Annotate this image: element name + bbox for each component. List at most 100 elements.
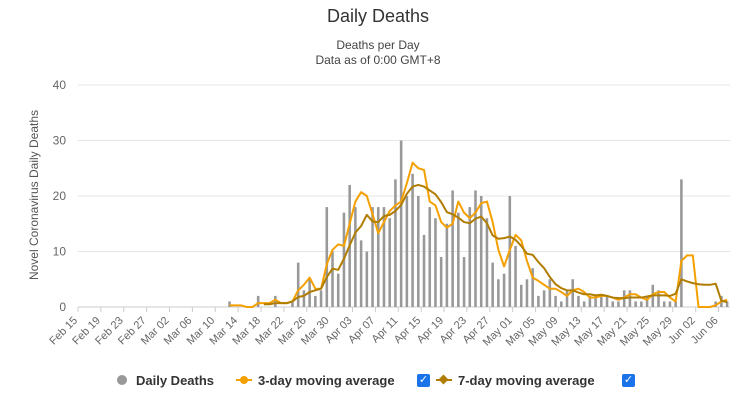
- bar-daily-deaths: [468, 207, 472, 307]
- bar-daily-deaths: [548, 279, 552, 307]
- chart-legend: Daily Deaths 3-day moving average ✓ 7-da…: [0, 368, 755, 392]
- bar-daily-deaths: [537, 295, 540, 307]
- line-series-3-day-average: [229, 161, 728, 308]
- bar-daily-deaths: [657, 290, 660, 307]
- bar-daily-deaths: [600, 295, 603, 307]
- bar-daily-deaths: [228, 301, 231, 307]
- bar-daily-deaths: [617, 301, 620, 307]
- bar-daily-deaths: [331, 251, 334, 307]
- legend-item-3-day-average[interactable]: 3-day moving average: [236, 368, 395, 392]
- bar-daily-deaths: [314, 295, 317, 307]
- bar-daily-deaths: [382, 207, 386, 307]
- bar-daily-deaths: [457, 212, 460, 307]
- bar-daily-deaths: [388, 218, 391, 307]
- bar-daily-deaths: [417, 196, 420, 307]
- legend-marker-diamond-icon: [436, 374, 452, 386]
- bar-daily-deaths: [531, 268, 534, 307]
- bar-daily-deaths: [371, 207, 374, 307]
- bar-daily-deaths: [577, 295, 580, 307]
- bar-daily-deaths: [497, 279, 500, 307]
- bar-daily-deaths: [411, 173, 414, 307]
- bar-daily-deaths: [359, 240, 363, 307]
- legend-item-7-day-average[interactable]: 7-day moving average: [436, 368, 595, 392]
- y-tick-label: 10: [53, 245, 67, 259]
- bar-daily-deaths: [376, 207, 380, 307]
- bar-daily-deaths: [674, 301, 677, 307]
- bar-daily-deaths: [405, 196, 409, 307]
- bar-daily-deaths: [491, 262, 494, 307]
- bar-daily-deaths: [628, 290, 632, 307]
- legend-label-daily-deaths: Daily Deaths: [136, 372, 215, 388]
- bar-daily-deaths: [474, 190, 477, 307]
- line-3-day-moving-average: [229, 161, 728, 308]
- legend-label-7-day-average: 7-day moving average: [458, 372, 595, 388]
- bar-daily-deaths: [680, 179, 683, 307]
- bar-daily-deaths: [525, 279, 529, 307]
- bar-daily-deaths: [605, 295, 609, 307]
- chart-subtitle: Deaths per Day: [336, 38, 419, 52]
- bar-daily-deaths: [336, 273, 340, 307]
- bar-daily-deaths: [462, 257, 466, 307]
- bar-daily-deaths: [434, 218, 437, 307]
- y-axis-label: Novel Coronavirus Daily Deaths: [27, 110, 41, 280]
- line-7-day-moving-average: [263, 183, 728, 306]
- legend-label-3-day-average: 3-day moving average: [258, 372, 395, 388]
- bar-daily-deaths: [559, 301, 563, 307]
- bar-daily-deaths: [519, 284, 523, 307]
- checkmark-icon: ✓: [418, 374, 429, 386]
- bar-series-daily-deaths: [228, 140, 729, 307]
- legend-item-daily-deaths[interactable]: Daily Deaths: [114, 368, 214, 392]
- bar-daily-deaths: [634, 301, 637, 307]
- bar-daily-deaths: [565, 290, 569, 307]
- bar-daily-deaths: [571, 279, 575, 307]
- line-series-7-day-average: [263, 183, 728, 306]
- bar-daily-deaths: [319, 290, 323, 307]
- bar-daily-deaths: [611, 301, 615, 307]
- bar-daily-deaths: [445, 223, 449, 307]
- toggle-3-day-average-checkbox[interactable]: ✓: [417, 374, 430, 387]
- legend-marker-circle-icon: [114, 374, 130, 386]
- bar-daily-deaths: [394, 179, 397, 307]
- bar-daily-deaths: [554, 295, 557, 307]
- bar-daily-deaths: [439, 257, 443, 307]
- bar-daily-deaths: [662, 301, 666, 307]
- bar-daily-deaths: [325, 207, 329, 307]
- bar-daily-deaths: [725, 301, 729, 307]
- bar-daily-deaths: [354, 207, 357, 307]
- bar-daily-deaths: [668, 301, 672, 307]
- checkmark-icon: ✓: [623, 374, 634, 386]
- bar-daily-deaths: [296, 262, 300, 307]
- toggle-7-day-average-checkbox[interactable]: ✓: [622, 374, 635, 387]
- bar-daily-deaths: [514, 245, 517, 307]
- bar-daily-deaths: [256, 295, 260, 307]
- bar-daily-deaths: [451, 190, 454, 307]
- bar-daily-deaths: [428, 207, 432, 307]
- y-tick-label: 20: [53, 189, 67, 203]
- bar-daily-deaths: [640, 301, 643, 307]
- chart-subtitle-date: Data as of 0:00 GMT+8: [315, 53, 440, 67]
- bar-daily-deaths: [291, 301, 294, 307]
- bar-daily-deaths: [582, 301, 586, 307]
- bar-daily-deaths: [502, 273, 506, 307]
- bar-daily-deaths: [588, 295, 592, 307]
- bar-daily-deaths: [422, 234, 426, 307]
- bar-daily-deaths: [594, 295, 597, 307]
- bar-daily-deaths: [485, 218, 489, 307]
- bar-daily-deaths: [479, 196, 483, 307]
- bar-daily-deaths: [542, 290, 546, 307]
- y-axis-ticks: 0 10 20 30 40: [53, 78, 67, 314]
- bar-daily-deaths: [302, 290, 306, 307]
- bar-daily-deaths: [399, 140, 403, 307]
- grid-lines: [78, 84, 730, 308]
- bar-daily-deaths: [274, 295, 277, 307]
- chart-title: Daily Deaths: [327, 6, 429, 26]
- legend-marker-line-icon: [236, 374, 252, 386]
- y-tick-label: 40: [53, 78, 67, 92]
- y-tick-label: 0: [59, 300, 66, 314]
- bar-daily-deaths: [645, 295, 649, 307]
- bar-daily-deaths: [365, 251, 369, 307]
- y-tick-label: 30: [53, 134, 67, 148]
